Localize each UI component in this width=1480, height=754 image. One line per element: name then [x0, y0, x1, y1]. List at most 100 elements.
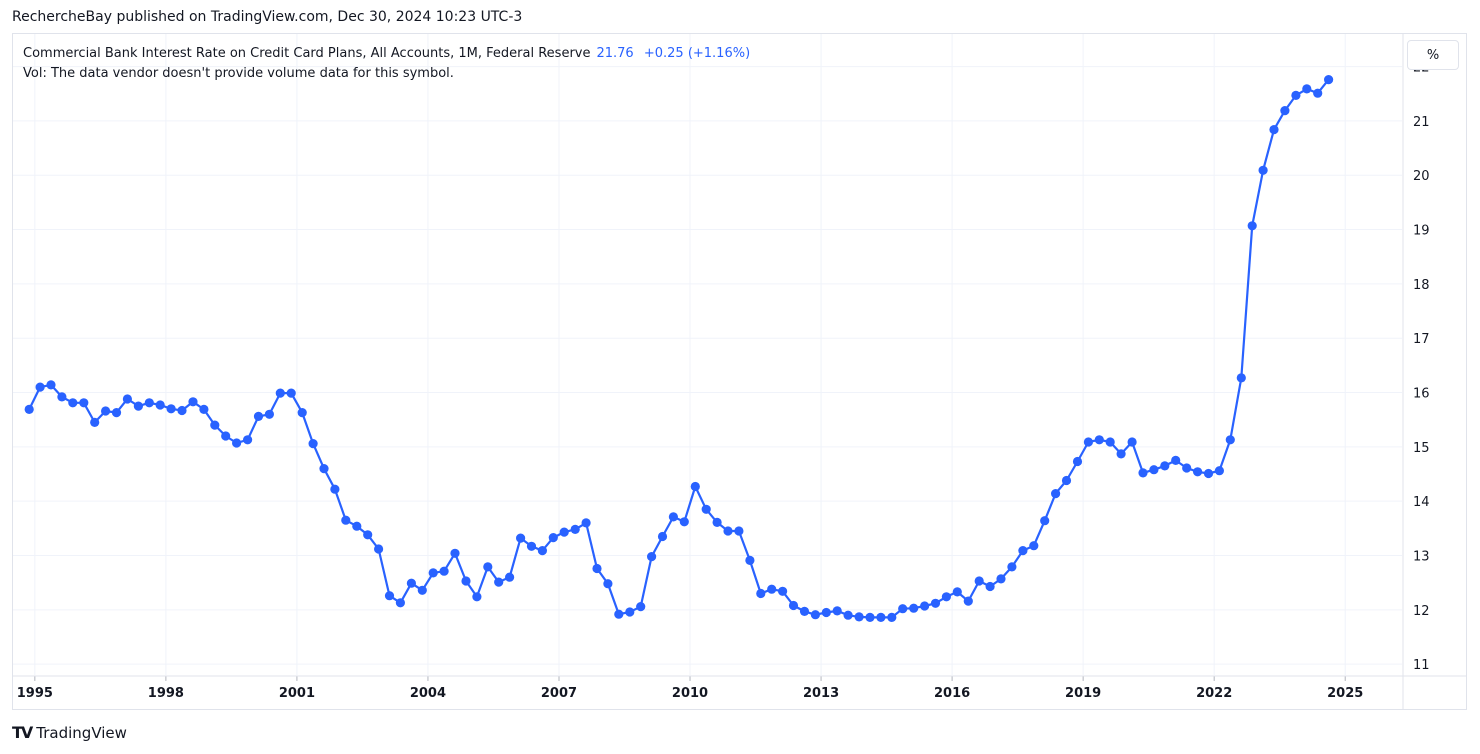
data-point [810, 610, 821, 620]
data-point [756, 588, 766, 599]
data-point [1258, 165, 1268, 175]
data-point [516, 533, 526, 543]
change-value: +0.25 (+1.16%) [643, 46, 751, 61]
data-point [821, 607, 831, 618]
series-title: Commercial Bank Interest Rate on Credit … [23, 46, 591, 61]
data-point [1105, 437, 1115, 447]
data-point [297, 408, 307, 418]
data-point [1051, 489, 1061, 499]
x-tick-label: 2010 [672, 686, 708, 701]
x-tick-label: 2016 [934, 686, 970, 701]
unit-toggle-button[interactable]: % [1407, 40, 1459, 70]
x-tick-label: 2013 [803, 686, 839, 701]
data-point [232, 438, 242, 448]
data-point [941, 592, 952, 602]
data-point [920, 601, 930, 611]
data-point [243, 435, 253, 445]
y-tick-label: 15 [1413, 441, 1430, 456]
data-point [1018, 546, 1028, 556]
y-tick-label: 14 [1413, 495, 1430, 510]
data-point [734, 526, 744, 536]
data-point [275, 388, 285, 398]
data-point [1160, 461, 1170, 471]
data-point [1072, 456, 1083, 467]
last-value: 21.76 [596, 46, 634, 61]
data-point [253, 411, 264, 421]
data-point [384, 591, 395, 601]
data-point [1171, 455, 1181, 465]
data-point [111, 408, 122, 418]
data-point [264, 409, 274, 419]
data-point [35, 382, 45, 392]
series-line [28, 78, 1330, 619]
data-point [483, 562, 493, 572]
data-point [1203, 468, 1214, 479]
data-point [79, 398, 89, 408]
data-point [406, 578, 416, 588]
data-point [1324, 75, 1334, 85]
data-point [1247, 221, 1257, 231]
data-point [1127, 437, 1137, 447]
data-point [68, 398, 78, 408]
data-point [690, 481, 700, 492]
data-point [679, 517, 689, 527]
y-tick-label: 17 [1413, 332, 1430, 347]
data-point [221, 431, 231, 441]
data-point [559, 527, 569, 537]
data-point [24, 404, 34, 414]
data-point [90, 417, 100, 427]
data-point [548, 533, 558, 543]
y-tick-label: 21 [1413, 115, 1430, 130]
data-point [592, 563, 602, 574]
data-point [647, 552, 657, 562]
data-point [450, 548, 460, 558]
data-point [887, 612, 897, 623]
data-point [363, 530, 373, 540]
data-point [1214, 466, 1224, 476]
data-point [537, 546, 548, 556]
y-tick-label: 20 [1413, 169, 1430, 184]
data-point [1007, 562, 1017, 572]
data-point [668, 512, 679, 522]
x-tick-label: 2025 [1327, 686, 1363, 701]
data-point [1149, 465, 1159, 475]
data-point [832, 606, 842, 616]
tradingview-logo-icon: TV [12, 723, 33, 742]
chart-legend: Commercial Bank Interest Rate on Credit … [23, 44, 750, 84]
data-point [1083, 437, 1093, 447]
data-point [526, 541, 537, 551]
data-point [1280, 106, 1290, 116]
data-point [996, 574, 1006, 584]
data-point [57, 392, 67, 402]
data-point [1225, 435, 1235, 445]
data-point [767, 584, 777, 594]
data-point [1291, 90, 1301, 100]
data-point [210, 420, 220, 430]
data-point [1138, 468, 1148, 478]
data-point [657, 531, 668, 542]
x-tick-label: 1995 [17, 686, 53, 701]
chart-frame [12, 33, 1467, 710]
data-point [701, 504, 711, 514]
data-point [1236, 373, 1246, 383]
x-tick-label: 2022 [1196, 686, 1232, 701]
data-point [865, 612, 875, 623]
y-tick-label: 13 [1413, 549, 1430, 564]
y-tick-label: 16 [1413, 387, 1430, 402]
data-point [417, 585, 427, 595]
data-point [472, 592, 482, 602]
data-point [122, 394, 132, 404]
data-point [799, 606, 810, 617]
data-point [1029, 541, 1039, 551]
data-point [505, 572, 515, 582]
data-point [177, 405, 187, 416]
data-point [199, 404, 209, 414]
data-point [625, 607, 635, 617]
footer-logo[interactable]: TV TradingView [12, 723, 127, 742]
data-point [1182, 463, 1192, 473]
data-point [788, 600, 799, 611]
data-point [395, 598, 405, 608]
y-tick-label: 12 [1413, 604, 1430, 619]
y-tick-label: 18 [1413, 278, 1430, 293]
